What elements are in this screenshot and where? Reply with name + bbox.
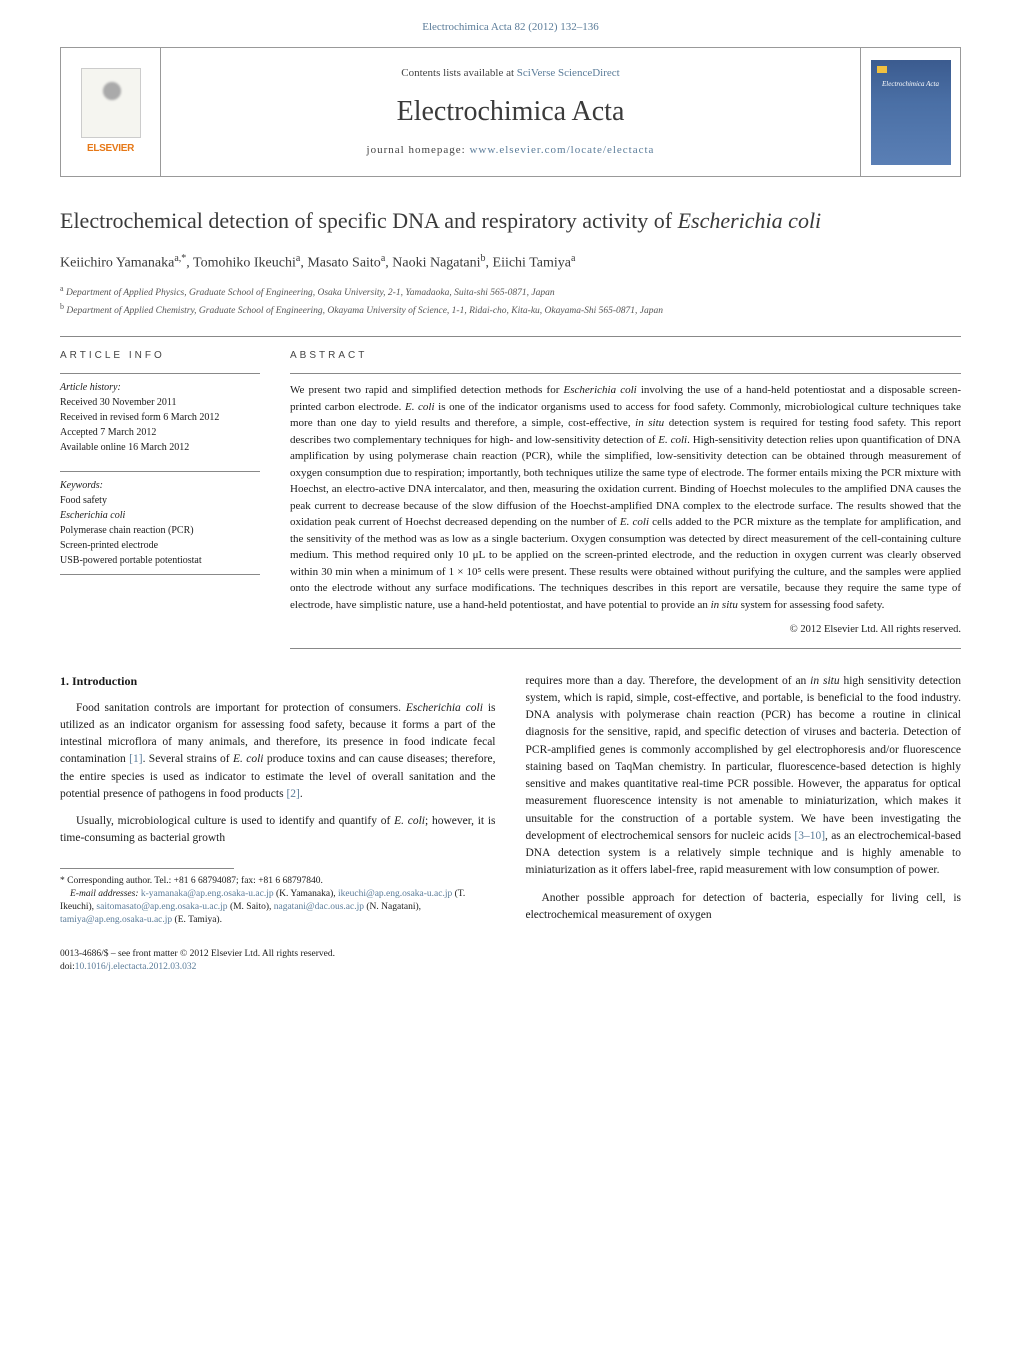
contents-prefix: Contents lists available at	[401, 67, 516, 79]
affiliation-a: Department of Applied Physics, Graduate …	[66, 288, 555, 298]
frag: requires more than a day. Therefore, the…	[526, 675, 811, 687]
corresponding-footnote: * Corresponding author. Tel.: +81 6 6879…	[60, 875, 496, 928]
email-link[interactable]: k-yamanaka@ap.eng.osaka-u.ac.jp	[141, 889, 274, 899]
abstract-frag: . High-sensitivity detection relies upon…	[290, 434, 961, 529]
right-column: requires more than a day. Therefore, the…	[526, 673, 962, 975]
frag: .	[300, 788, 303, 800]
frag: Food sanitation controls are important f…	[76, 702, 406, 714]
article-info-column: ARTICLE INFO Article history: Received 3…	[60, 349, 260, 649]
page-footer: 0013-4686/$ – see front matter © 2012 El…	[60, 948, 496, 975]
section-1-heading: 1. Introduction	[60, 673, 496, 690]
corr-author-line: * Corresponding author. Tel.: +81 6 6879…	[60, 875, 496, 888]
article-info-label: ARTICLE INFO	[60, 349, 260, 363]
journal-name: Electrochimica Acta	[397, 92, 625, 131]
species: E. coli	[394, 815, 425, 827]
email-link[interactable]: saitomasato@ap.eng.osaka-u.ac.jp	[96, 902, 227, 912]
divider	[60, 336, 961, 337]
email-link[interactable]: ikeuchi@ap.eng.osaka-u.ac.jp	[338, 889, 452, 899]
masthead: ELSEVIER Contents lists available at Sci…	[60, 47, 961, 177]
abstract-species: E. coli	[620, 516, 649, 528]
keyword: Screen-printed electrode	[60, 538, 260, 553]
keyword: Food safety	[60, 493, 260, 508]
copyright-line: © 2012 Elsevier Ltd. All rights reserved…	[290, 623, 961, 649]
keyword: Escherichia coli	[60, 508, 260, 523]
footer-copyright: 0013-4686/$ – see front matter © 2012 El…	[60, 948, 496, 961]
citation-link[interactable]: [2]	[286, 788, 299, 800]
info-abstract-row: ARTICLE INFO Article history: Received 3…	[60, 349, 961, 649]
abstract-italic: in situ	[711, 599, 738, 611]
author-list: Keiichiro Yamanakaa,*, Tomohiko Ikeuchia…	[60, 252, 961, 273]
citation-link[interactable]: [1]	[129, 753, 142, 765]
publisher-cell: ELSEVIER	[61, 48, 161, 176]
left-column: 1. Introduction Food sanitation controls…	[60, 673, 496, 975]
keywords-label: Keywords:	[60, 478, 260, 493]
doi-label: doi:	[60, 962, 75, 972]
frag: . Several strains of	[143, 753, 233, 765]
abstract-label: ABSTRACT	[290, 349, 961, 363]
intro-para-2: Usually, microbiological culture is used…	[60, 813, 496, 848]
intro-para-4: Another possible approach for detection …	[526, 890, 962, 925]
abstract-column: ABSTRACT We present two rapid and simpli…	[290, 349, 961, 649]
citation-link[interactable]: [3–10]	[794, 830, 825, 842]
history-online: Available online 16 March 2012	[60, 440, 260, 455]
running-head: Electrochimica Acta 82 (2012) 132–136	[60, 20, 961, 35]
abstract-frag: system for assessing food safety.	[738, 599, 885, 611]
affiliations: a Department of Applied Physics, Graduat…	[60, 283, 961, 318]
abstract-frag: We present two rapid and simplified dete…	[290, 384, 564, 396]
journal-cover-icon: Electrochimica Acta	[871, 60, 951, 165]
homepage-line: journal homepage: www.elsevier.com/locat…	[367, 143, 655, 158]
history-block: Article history: Received 30 November 20…	[60, 373, 260, 455]
abstract-italic: in situ	[635, 417, 664, 429]
cover-title: Electrochimica Acta	[882, 80, 939, 90]
doi-link[interactable]: 10.1016/j.electacta.2012.03.032	[75, 962, 197, 972]
keyword: Polymerase chain reaction (PCR)	[60, 523, 260, 538]
history-revised: Received in revised form 6 March 2012	[60, 410, 260, 425]
elsevier-tree-icon	[81, 68, 141, 138]
title-pre: Electrochemical detection of specific DN…	[60, 208, 678, 233]
italic: in situ	[810, 675, 839, 687]
email-link[interactable]: nagatani@dac.ous.ac.jp	[274, 902, 364, 912]
sciencedirect-link[interactable]: SciVerse ScienceDirect	[517, 67, 620, 79]
abstract-species: Escherichia coli	[564, 384, 637, 396]
abstract-species: E. coli	[658, 434, 687, 446]
elsevier-logo: ELSEVIER	[87, 142, 134, 156]
frag: high sensitivity detection system, which…	[526, 675, 962, 842]
homepage-link[interactable]: www.elsevier.com/locate/electacta	[469, 144, 654, 156]
contents-line: Contents lists available at SciVerse Sci…	[401, 66, 619, 81]
intro-para-3: requires more than a day. Therefore, the…	[526, 673, 962, 880]
keywords-block: Keywords: Food safety Escherichia coli P…	[60, 471, 260, 575]
history-received: Received 30 November 2011	[60, 395, 260, 410]
species: E. coli	[233, 753, 264, 765]
species: Escherichia coli	[406, 702, 483, 714]
abstract-species: E. coli	[405, 401, 435, 413]
footnote-rule	[60, 868, 234, 869]
cover-cell: Electrochimica Acta	[860, 48, 960, 176]
frag: Usually, microbiological culture is used…	[76, 815, 394, 827]
article-title: Electrochemical detection of specific DN…	[60, 207, 961, 236]
abstract-frag: cells added to the PCR mixture as the te…	[290, 516, 961, 611]
abstract-text: We present two rapid and simplified dete…	[290, 373, 961, 613]
history-label: Article history:	[60, 380, 260, 395]
history-accepted: Accepted 7 March 2012	[60, 425, 260, 440]
intro-para-1: Food sanitation controls are important f…	[60, 700, 496, 804]
title-species: Escherichia coli	[678, 208, 822, 233]
emails-label: E-mail addresses:	[70, 889, 139, 899]
body-columns: 1. Introduction Food sanitation controls…	[60, 673, 961, 975]
homepage-prefix: journal homepage:	[367, 144, 470, 156]
keyword: USB-powered portable potentiostat	[60, 553, 260, 568]
masthead-center: Contents lists available at SciVerse Sci…	[161, 48, 860, 176]
affiliation-b: Department of Applied Chemistry, Graduat…	[66, 306, 663, 316]
email-link[interactable]: tamiya@ap.eng.osaka-u.ac.jp	[60, 915, 172, 925]
